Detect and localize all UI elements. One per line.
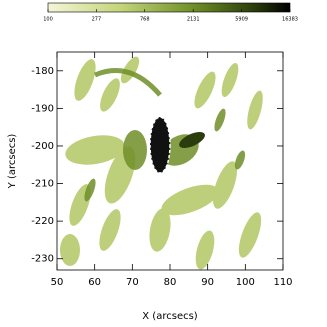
colorbar-tick-label: 2131 [187, 17, 200, 23]
colorbar-tick-label: 16383 [282, 17, 298, 23]
colorbar-tick-label: 5909 [235, 17, 248, 23]
x-tick-label: 70 [126, 277, 139, 288]
x-tick-label: 90 [201, 277, 214, 288]
y-tick-label: -200 [31, 141, 54, 152]
y-axis-label: Y (arcsecs) [7, 134, 18, 190]
x-tick-label: 60 [88, 277, 101, 288]
x-axis-label: X (arcsecs) [142, 311, 198, 322]
y-tick-label: -230 [31, 254, 54, 265]
colorbar-tick-label: 100 [43, 17, 53, 23]
solar-image [60, 56, 263, 270]
y-tick-label: -180 [31, 66, 54, 77]
y-tick-label: -210 [31, 179, 54, 190]
y-tick-label: -220 [31, 216, 54, 227]
x-tick-label: 50 [51, 277, 64, 288]
colorbar-tick-label: 277 [92, 17, 102, 23]
y-tick-label: -190 [31, 103, 54, 114]
x-tick-label: 110 [273, 277, 292, 288]
x-tick-label: 100 [236, 277, 255, 288]
colorbar [47, 2, 291, 13]
colorbar-tick-label: 768 [140, 17, 150, 23]
x-tick-label: 80 [164, 277, 177, 288]
